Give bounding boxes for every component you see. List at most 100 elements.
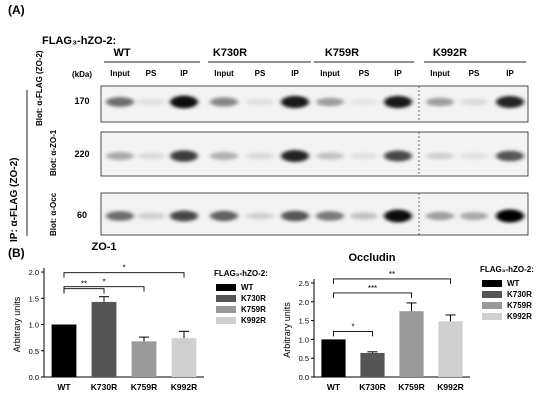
y-tick-label: 1.5	[29, 294, 39, 303]
blot-band	[106, 151, 134, 161]
y-tick-label: 0.5	[299, 354, 309, 363]
bar-k730r	[91, 301, 117, 377]
kda-marker: 220	[74, 149, 89, 159]
y-tick-label: 2.0	[299, 298, 309, 307]
occludin-bar-chart: Occludin Arbitrary units 0.0 0.5 1.0 1.5 2.0 2.…	[282, 252, 470, 392]
legend-entry: K730R	[507, 290, 532, 299]
bar-k759r	[399, 311, 424, 377]
legend-entry: K759R	[241, 305, 266, 314]
kda-label: (kDa)	[72, 70, 92, 79]
bar-k730r	[360, 352, 385, 377]
chart-title: Occludin	[348, 252, 395, 264]
lane-label-ps: PS	[255, 69, 266, 78]
panel-b-label: (B)	[8, 246, 25, 260]
blot-band	[426, 211, 454, 221]
legend-entry: WT	[507, 279, 520, 288]
blot-band	[246, 212, 274, 220]
lane-label-ps: PS	[469, 69, 480, 78]
significance-label: *	[102, 278, 105, 287]
y-axis-label: Arbitrary units	[282, 302, 292, 358]
kda-marker: 60	[77, 210, 87, 220]
legend-entry: K730R	[241, 294, 266, 303]
significance-label: ***	[368, 284, 377, 293]
significance-label: **	[389, 270, 395, 279]
significance-bracket	[333, 278, 451, 284]
group-title-k992r: K992R	[433, 47, 467, 59]
blot-band	[210, 152, 238, 160]
blot-band	[350, 152, 378, 160]
y-axis-label: Arbitrary units	[12, 296, 22, 352]
legend-entry: K759R	[507, 301, 532, 310]
significance-bracket	[63, 288, 105, 294]
chart-title: ZO-1	[91, 241, 116, 253]
legend-swatch	[216, 284, 236, 291]
blot-band	[281, 210, 309, 222]
blot-label: Blot: α-FLAG (ZO-2)	[35, 50, 44, 126]
group-title-k759r: K759R	[325, 47, 359, 59]
legend-left: FLAG₃-hZO-2: WT K730R K759R K992R	[214, 269, 268, 325]
significance-bracket	[333, 330, 373, 337]
lane-label-ip: IP	[394, 69, 402, 78]
legend-swatch	[482, 280, 502, 287]
y-tick-label: 1.5	[299, 317, 309, 326]
x-tick-label: WT	[57, 382, 71, 392]
group-title-wt: WT	[113, 47, 130, 59]
y-tick-label: 1.0	[299, 335, 309, 344]
legend-title: FLAG₃-hZO-2:	[480, 265, 534, 274]
lane-label-ps: PS	[359, 69, 370, 78]
blot-band	[281, 150, 309, 162]
legend-entry: WT	[241, 283, 254, 292]
legend-swatch	[216, 295, 236, 302]
group-title-k730r: K730R	[213, 47, 247, 59]
bar-k992r	[438, 321, 463, 377]
blot-label: Blot: α-ZO-1	[49, 129, 58, 176]
blot-label: Blot: α-Occ	[49, 192, 58, 236]
panel-a-label: (A)	[8, 3, 25, 17]
significance-bracket	[63, 286, 145, 292]
significance-bracket	[63, 272, 185, 278]
lane-label-ps: PS	[146, 69, 157, 78]
construct-label: FLAG₃-hZO-2:	[42, 35, 116, 47]
y-tick-label: 1.0	[29, 321, 39, 330]
blot-band	[210, 210, 238, 222]
lane-label-ip: IP	[506, 69, 514, 78]
blot-band	[316, 97, 344, 107]
blot-band	[137, 98, 165, 106]
y-tick-label: 0.5	[29, 347, 39, 356]
legend-swatch	[482, 313, 502, 320]
significance-label: *	[122, 264, 125, 273]
blot-band	[106, 211, 134, 221]
blot-band	[384, 150, 412, 162]
blot-band	[384, 209, 412, 223]
significance-bracket	[333, 292, 412, 298]
blot-band	[426, 97, 454, 107]
blot-band	[496, 96, 524, 108]
legend-title: FLAG₃-hZO-2:	[214, 269, 268, 278]
legend-swatch	[216, 317, 236, 324]
blot-band	[137, 152, 165, 160]
legend-entry: K992R	[241, 316, 266, 325]
lane-label-input: Input	[214, 69, 234, 78]
lane-label-input: Input	[110, 69, 130, 78]
significance-label: **	[81, 280, 87, 289]
lane-label-ip: IP	[180, 69, 188, 78]
blot-band	[170, 150, 198, 162]
blot-band	[170, 210, 198, 222]
kda-marker: 170	[74, 96, 89, 106]
x-tick-label: K992R	[171, 382, 197, 392]
x-tick-label: WT	[327, 382, 341, 392]
blot-band	[384, 95, 412, 109]
blot-band	[426, 152, 454, 160]
legend-swatch	[482, 302, 502, 309]
x-tick-label: K730R	[359, 382, 385, 392]
y-tick-label: 0.0	[29, 373, 39, 382]
legend-swatch	[482, 291, 502, 298]
legend-swatch	[216, 306, 236, 313]
blot-band	[350, 98, 378, 106]
blot-band	[460, 211, 488, 221]
x-tick-label: K759R	[398, 382, 424, 392]
bar-k759r	[131, 341, 157, 377]
ip-side-label: IP: α-FLAG (ZO-2)	[9, 158, 20, 242]
blot-band	[246, 152, 274, 160]
